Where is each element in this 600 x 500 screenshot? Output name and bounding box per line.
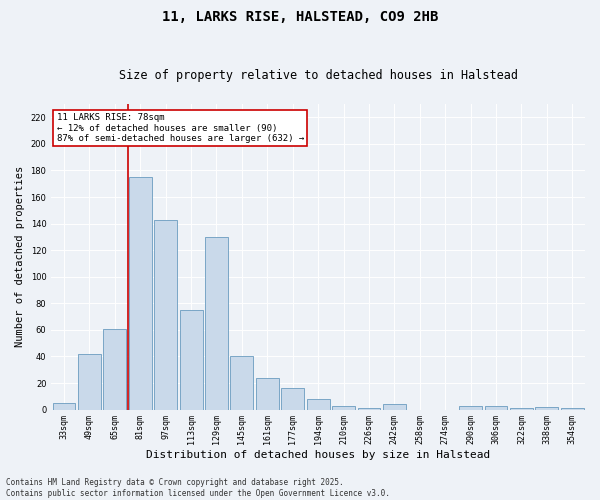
Bar: [53, 403, 76, 409]
Bar: [205, 237, 228, 410]
Bar: [230, 356, 253, 410]
Y-axis label: Number of detached properties: Number of detached properties: [15, 166, 25, 348]
Bar: [332, 406, 355, 409]
Bar: [358, 408, 380, 410]
Bar: [154, 220, 177, 410]
Bar: [459, 406, 482, 409]
Text: Contains HM Land Registry data © Crown copyright and database right 2025.
Contai: Contains HM Land Registry data © Crown c…: [6, 478, 390, 498]
Bar: [78, 354, 101, 410]
Bar: [179, 310, 203, 410]
Title: Size of property relative to detached houses in Halstead: Size of property relative to detached ho…: [119, 69, 518, 82]
Bar: [281, 388, 304, 409]
Bar: [485, 406, 508, 409]
X-axis label: Distribution of detached houses by size in Halstead: Distribution of detached houses by size …: [146, 450, 490, 460]
Bar: [103, 328, 126, 409]
Text: 11, LARKS RISE, HALSTEAD, CO9 2HB: 11, LARKS RISE, HALSTEAD, CO9 2HB: [162, 10, 438, 24]
Bar: [256, 378, 279, 410]
Bar: [535, 407, 559, 410]
Text: 11 LARKS RISE: 78sqm
← 12% of detached houses are smaller (90)
87% of semi-detac: 11 LARKS RISE: 78sqm ← 12% of detached h…: [56, 113, 304, 143]
Bar: [307, 399, 329, 409]
Bar: [129, 177, 152, 410]
Bar: [561, 408, 584, 410]
Bar: [383, 404, 406, 409]
Bar: [510, 408, 533, 410]
